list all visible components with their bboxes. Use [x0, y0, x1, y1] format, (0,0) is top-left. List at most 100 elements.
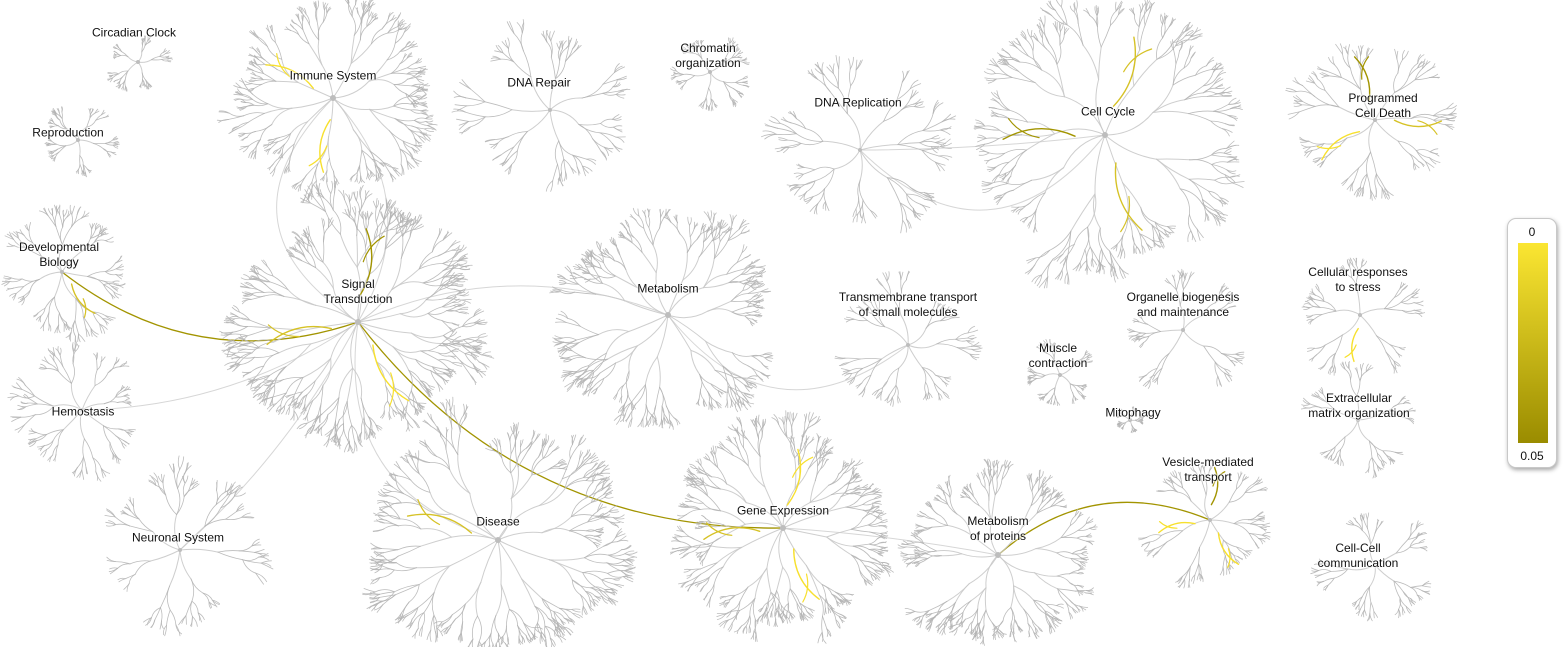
pathway-branch-immune-system[interactable] — [393, 78, 408, 85]
pathway-branch-signal-transduction[interactable] — [308, 251, 316, 268]
pathway-branch-reproduction[interactable] — [48, 138, 52, 142]
pathway-branch-dna-replication[interactable] — [796, 133, 824, 142]
pathway-branch-signal-transduction[interactable] — [247, 345, 260, 349]
pathway-branch-immune-system[interactable] — [262, 73, 277, 82]
pathway-branch-reproduction[interactable] — [86, 119, 97, 128]
pathway-branch-immune-system[interactable] — [272, 137, 280, 140]
pathway-branch-gene-expression[interactable] — [776, 566, 784, 592]
pathway-link-vesicle-mediated-transport-to-metabolism-of-proteins[interactable] — [997, 501, 1211, 556]
pathway-branch-metabolism[interactable] — [615, 345, 638, 364]
pathway-branch-signal-transduction[interactable] — [293, 410, 299, 421]
pathway-branch-immune-system[interactable] — [305, 13, 310, 25]
pathway-branch-developmental-biology[interactable] — [17, 237, 26, 248]
pathway-branch-signal-transduction[interactable] — [438, 352, 449, 357]
pathway-branch-dna-replication[interactable] — [822, 74, 831, 93]
pathway-branch-signal-transduction[interactable] — [432, 366, 446, 370]
pathway-branch-metabolism[interactable] — [753, 309, 759, 312]
pathway-branch-metabolism[interactable] — [599, 275, 616, 279]
pathway-branch-dna-repair[interactable] — [559, 47, 567, 61]
pathway-hub-dna-repair[interactable] — [548, 108, 552, 112]
pathway-branch-dna-replication[interactable] — [822, 140, 861, 151]
pathway-branch-immune-system[interactable] — [248, 139, 261, 147]
pathway-branch-signal-transduction[interactable] — [355, 191, 358, 201]
pathway-branch-immune-system[interactable] — [251, 83, 263, 85]
pathway-branch-signal-transduction[interactable] — [221, 345, 234, 351]
pathway-branch-disease[interactable] — [457, 431, 461, 455]
pathway-branch-chromatin-organization[interactable] — [742, 81, 748, 84]
pathway-branch-dna-repair[interactable] — [466, 101, 486, 107]
pathway-branch-dna-repair[interactable] — [568, 37, 573, 47]
pathway-branch-signal-transduction[interactable] — [416, 217, 423, 225]
pathway-branch-reproduction[interactable] — [81, 170, 83, 175]
pathway-branch-signal-transduction[interactable] — [323, 435, 330, 446]
pathway-branch-developmental-biology[interactable] — [37, 307, 46, 314]
pathway-branch-circadian-clock[interactable] — [165, 52, 171, 54]
pathway-branch-circadian-clock[interactable] — [114, 50, 118, 54]
pathway-branch-immune-system[interactable] — [410, 109, 422, 114]
pathway-branch-immune-system[interactable] — [386, 42, 396, 61]
pathway-branch-gene-expression[interactable] — [809, 438, 815, 443]
pathway-branch-developmental-biology[interactable] — [38, 271, 63, 280]
pathway-branch-reproduction[interactable] — [89, 112, 96, 119]
pathway-branch-dna-replication[interactable] — [770, 116, 781, 124]
pathway-branch-dna-replication[interactable] — [793, 172, 804, 175]
pathway-branch-disease[interactable] — [592, 472, 599, 483]
pathway-branch-gene-expression[interactable] — [850, 524, 869, 530]
pathway-branch-metabolism[interactable] — [762, 353, 772, 356]
pathway-branch-immune-system[interactable] — [218, 110, 230, 114]
pathway-branch-metabolism[interactable] — [656, 314, 669, 358]
pathway-branch-dna-repair[interactable] — [592, 138, 605, 148]
pathway-branch-dna-repair[interactable] — [563, 158, 566, 173]
pathway-branch-circadian-clock[interactable] — [115, 84, 121, 88]
pathway-branch-gene-expression[interactable] — [767, 617, 769, 625]
pathway-branch-dna-repair[interactable] — [511, 109, 551, 112]
pathway-branch-signal-transduction[interactable] — [444, 368, 453, 374]
pathway-branch-disease[interactable] — [379, 569, 395, 578]
pathway-branch-disease[interactable] — [601, 579, 612, 589]
pathway-branch-signal-transduction[interactable] — [420, 345, 440, 352]
pathway-branch-hemostasis[interactable] — [25, 403, 38, 408]
pathway-branch-transmembrane-transport[interactable] — [957, 345, 972, 349]
pathway-branch-transmembrane-transport[interactable] — [955, 337, 969, 340]
pathway-branch-immune-system[interactable] — [357, 13, 363, 24]
pathway-branch-disease[interactable] — [509, 432, 513, 442]
pathway-branch-disease[interactable] — [583, 536, 596, 540]
pathway-branch-signal-transduction[interactable] — [364, 193, 373, 201]
pathway-branch-developmental-biology[interactable] — [115, 284, 124, 289]
pathway-branch-metabolism[interactable] — [627, 390, 633, 403]
pathway-branch-signal-transduction[interactable] — [462, 322, 478, 328]
pathway-branch-signal-transduction[interactable] — [373, 229, 391, 240]
pathway-branch-neuronal-system[interactable] — [238, 545, 253, 552]
pathway-branch-signal-transduction[interactable] — [299, 394, 308, 403]
pathway-branch-signal-transduction[interactable] — [367, 210, 370, 220]
pathway-branch-immune-system[interactable] — [248, 53, 256, 58]
pathway-branch-developmental-biology[interactable] — [54, 324, 60, 334]
pathway-branch-reproduction[interactable] — [50, 151, 54, 154]
pathway-branch-dna-repair[interactable] — [490, 58, 501, 62]
pathway-branch-immune-system[interactable] — [311, 163, 319, 183]
pathway-branch-metabolism[interactable] — [645, 216, 650, 228]
pathway-branch-signal-transduction[interactable] — [302, 380, 316, 393]
pathway-branch-gene-expression[interactable] — [672, 547, 681, 550]
pathway-branch-chromatin-organization[interactable] — [708, 87, 712, 100]
pathway-branch-circadian-clock[interactable] — [118, 47, 122, 52]
pathway-branch-immune-system[interactable] — [240, 145, 249, 148]
pathway-branch-hemostasis[interactable] — [127, 429, 135, 432]
pathway-branch-gene-expression[interactable] — [862, 508, 874, 511]
pathway-branch-dna-replication[interactable] — [914, 106, 925, 108]
pathway-branch-gene-expression[interactable] — [874, 510, 883, 512]
pathway-branch-immune-system[interactable] — [416, 78, 424, 84]
pathway-branch-immune-system[interactable] — [368, 59, 388, 82]
pathway-branch-immune-system[interactable] — [336, 178, 338, 186]
pathway-branch-immune-system[interactable] — [317, 21, 324, 41]
pathway-branch-disease[interactable] — [569, 530, 585, 537]
pathway-branch-developmental-biology[interactable] — [62, 226, 72, 245]
pathway-branch-hemostasis[interactable] — [9, 393, 20, 397]
pathway-branch-signal-transduction[interactable] — [387, 400, 391, 413]
pathway-branch-dna-replication[interactable] — [906, 193, 914, 209]
pathway-branch-metabolism[interactable] — [644, 356, 658, 386]
pathway-branch-dna-replication[interactable] — [814, 166, 835, 171]
pathway-branch-signal-transduction[interactable] — [223, 321, 235, 324]
pathway-branch-signal-transduction[interactable] — [278, 343, 312, 354]
pathway-branch-signal-transduction[interactable] — [306, 380, 316, 396]
